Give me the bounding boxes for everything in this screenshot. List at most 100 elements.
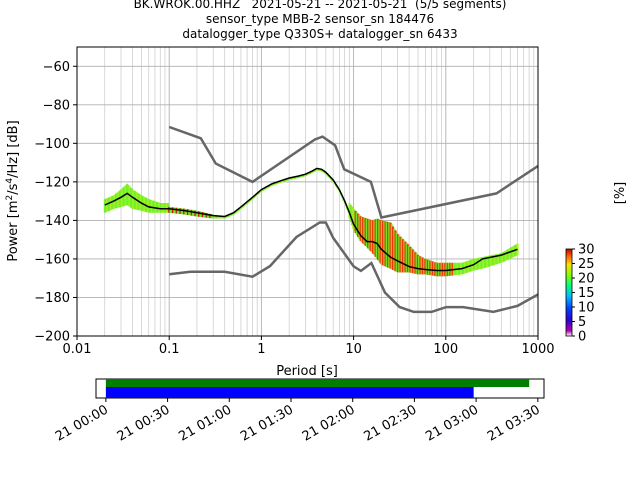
x-tick-label: 100: [433, 342, 458, 357]
noise-model-low: [169, 221, 538, 314]
psd-cell: [185, 209, 188, 215]
timeline-tick-label: 21 01:00: [176, 402, 234, 444]
psd-cell: [496, 253, 499, 264]
psd-cell: [497, 253, 500, 264]
psd-cell: [216, 215, 219, 219]
psd-cell: [436, 262, 439, 277]
psd-cell: [283, 179, 287, 182]
x-tick-label: 1000: [521, 342, 554, 357]
psd-cell: [511, 246, 514, 258]
psd-cell: [211, 214, 214, 219]
psd-cell: [380, 220, 383, 265]
psd-cell: [165, 203, 169, 213]
y-tick-label: −200: [34, 330, 70, 345]
psd-cell: [161, 203, 164, 213]
psd-cell: [148, 199, 151, 213]
psd-cell: [278, 180, 282, 183]
psd-cell: [200, 211, 203, 218]
psd-cell: [395, 232, 398, 272]
psd-cell: [507, 248, 510, 260]
mean-psd-line: [104, 167, 518, 272]
psd-cell: [490, 255, 493, 266]
psd-cell: [425, 259, 428, 275]
psd-cell: [302, 174, 305, 177]
timeline-tick-label: 21 02:00: [300, 402, 358, 444]
psd-cell: [423, 258, 426, 275]
psd-cell: [444, 262, 447, 277]
psd-cell: [429, 260, 432, 276]
psd-cell: [232, 212, 236, 215]
psd-cell: [414, 252, 417, 274]
psd-cell: [152, 200, 155, 213]
psd-cell: [164, 203, 167, 213]
psd-cell: [405, 242, 408, 273]
y-tick-label: −120: [34, 175, 70, 190]
x-tick-label: 1: [257, 342, 265, 357]
x-tick-label: 0.01: [63, 342, 92, 357]
psd-cell: [121, 188, 124, 207]
psd-cell: [491, 254, 494, 266]
colorbar-tick-label: 0: [578, 330, 586, 345]
psd-cell: [282, 179, 285, 182]
psd-cell: [254, 195, 257, 198]
psd-cell: [322, 170, 325, 173]
psd-cell: [214, 214, 217, 219]
psd-cell: [180, 208, 183, 215]
psd-cell: [399, 236, 402, 273]
psd-cell: [320, 169, 323, 172]
psd-cell: [149, 199, 153, 213]
psd-cell: [502, 251, 505, 262]
psd-cell: [280, 180, 283, 183]
psd-cell: [367, 218, 370, 249]
psd-cell: [408, 245, 411, 273]
psd-cell: [358, 214, 361, 240]
timeline-tick-label: 21 00:30: [115, 402, 173, 444]
psd-cell: [498, 253, 502, 264]
psd-cell: [188, 209, 191, 216]
psd-cell: [441, 262, 444, 277]
psd-cell: [240, 206, 243, 209]
psd-cell: [398, 235, 401, 273]
psd-cell: [433, 261, 436, 276]
psd-cell: [175, 207, 178, 214]
psd-cell: [475, 258, 478, 270]
psd-cell: [301, 174, 304, 177]
title-line-3: datalogger_type Q330S+ datalogger_sn 643…: [182, 27, 458, 41]
timeline-tick-label: 21 03:30: [485, 402, 543, 444]
y-axis-label: Power [m2/s4/Hz] [dB]: [5, 120, 21, 261]
psd-cell: [440, 262, 443, 277]
psd-cell: [378, 219, 381, 262]
psd-cell: [318, 168, 322, 171]
psd-cell: [323, 171, 326, 174]
psd-cell: [396, 234, 400, 273]
psd-cell: [272, 183, 275, 186]
psd-density: [103, 168, 519, 277]
psd-cell: [288, 177, 292, 180]
psd-cell: [355, 212, 359, 236]
psd-cell: [151, 200, 154, 213]
psd-cell: [401, 239, 405, 273]
plot-frame: [76, 46, 539, 337]
noise-model-high: [168, 125, 538, 219]
psd-cell: [489, 255, 492, 267]
psd-cell: [245, 202, 248, 205]
psd-cell: [303, 174, 307, 177]
plot-grid: [76, 47, 538, 337]
psd-cell: [379, 220, 382, 264]
psd-cell: [191, 210, 195, 216]
psd-cell: [126, 183, 129, 205]
psd-cell: [316, 168, 319, 171]
psd-cell: [295, 176, 298, 179]
psd-cell: [485, 256, 488, 268]
psd-cell: [500, 253, 503, 263]
psd-cell: [416, 254, 420, 275]
psd-cell: [201, 212, 205, 218]
psd-cell: [127, 185, 130, 206]
psd-cell: [271, 183, 274, 186]
psd-cell: [384, 221, 387, 267]
psd-cell: [171, 207, 175, 214]
psd-cell: [349, 204, 352, 222]
psd-cell: [134, 191, 138, 210]
psd-cell: [226, 215, 229, 218]
